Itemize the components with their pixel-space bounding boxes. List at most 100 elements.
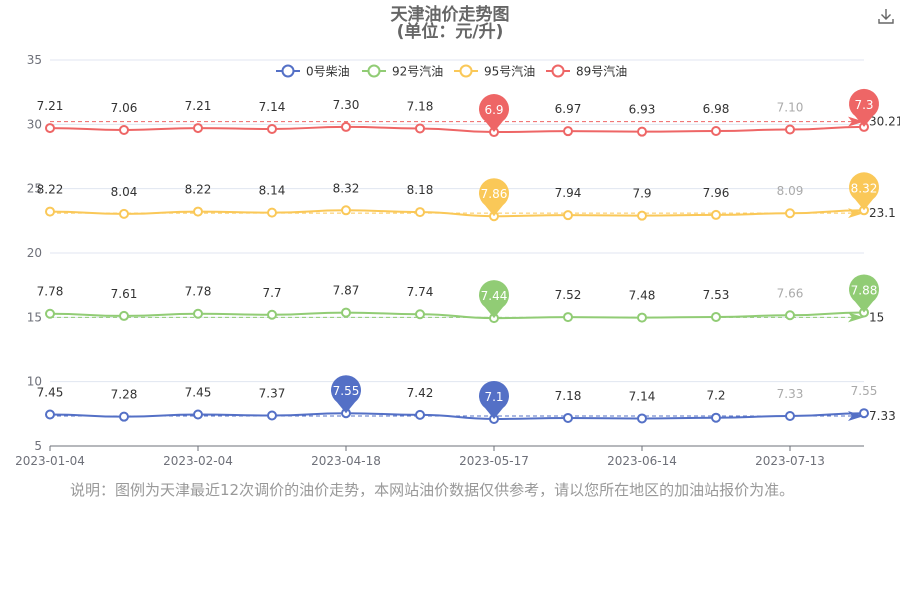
data-point[interactable] — [267, 309, 277, 320]
data-point[interactable] — [711, 209, 721, 220]
data-point[interactable] — [415, 123, 425, 134]
data-label: 8.14 — [259, 184, 286, 198]
data-point[interactable] — [119, 411, 129, 422]
data-label: 8.09 — [777, 184, 804, 198]
data-label: 8.22 — [185, 183, 212, 197]
y-tick-label: 15 — [27, 310, 42, 324]
data-point[interactable] — [785, 310, 795, 321]
max-pin — [849, 172, 879, 211]
data-label: 7.45 — [37, 385, 64, 399]
data-point[interactable] — [785, 208, 795, 219]
data-label: 7.66 — [777, 286, 804, 300]
data-label: 7.52 — [555, 288, 582, 302]
x-tick-label: 2023-02-04 — [163, 454, 233, 468]
data-point[interactable] — [563, 412, 573, 423]
legend-label[interactable]: 95号汽油 — [484, 64, 535, 79]
data-point[interactable] — [415, 309, 425, 320]
series-line — [49, 125, 865, 134]
data-point[interactable] — [193, 123, 203, 134]
min-pin-label: 7.44 — [481, 289, 508, 303]
data-label: 6.97 — [555, 102, 582, 116]
data-point[interactable] — [637, 312, 647, 323]
data-label: 7.78 — [37, 285, 64, 299]
data-point[interactable] — [341, 121, 351, 132]
data-label: 7.61 — [111, 287, 138, 301]
legend-label[interactable]: 0号柴油 — [306, 65, 350, 79]
y-tick-label: 20 — [27, 246, 42, 260]
data-point[interactable] — [341, 205, 351, 216]
data-point[interactable] — [785, 411, 795, 422]
data-label: 7.53 — [703, 288, 730, 302]
data-label: 7.10 — [777, 100, 804, 114]
data-point[interactable] — [45, 308, 55, 319]
legend-label[interactable]: 92号汽油 — [392, 64, 443, 79]
max-pin — [849, 274, 880, 313]
data-label: 7.55 — [851, 384, 878, 398]
min-pin — [479, 178, 510, 217]
legend-label[interactable]: 89号汽油 — [576, 64, 627, 79]
data-label: 7.7 — [262, 286, 281, 300]
data-point[interactable] — [119, 310, 129, 321]
max-pin-label: 8.32 — [851, 181, 878, 195]
data-point[interactable] — [711, 126, 721, 137]
data-label: 8.22 — [37, 183, 64, 197]
legend-marker[interactable] — [551, 64, 565, 78]
legend-marker[interactable] — [459, 64, 473, 78]
data-label: 7.28 — [111, 388, 138, 402]
data-point[interactable] — [415, 207, 425, 218]
data-point[interactable] — [45, 123, 55, 134]
average-label: 23.1 — [869, 206, 896, 220]
data-point[interactable] — [267, 207, 277, 218]
data-label: 7.42 — [407, 386, 434, 400]
data-point[interactable] — [193, 409, 203, 420]
data-label: 7.18 — [555, 389, 582, 403]
chart-subtitle: (单位：元/升) — [396, 22, 504, 42]
series-line — [49, 209, 865, 218]
data-point[interactable] — [267, 410, 277, 421]
data-label: 7.74 — [407, 285, 434, 299]
data-label: 7.96 — [703, 186, 730, 200]
data-label: 7.2 — [706, 389, 725, 403]
data-point[interactable] — [563, 210, 573, 221]
data-point[interactable] — [45, 409, 55, 420]
x-tick-label: 2023-05-17 — [459, 454, 529, 468]
data-point[interactable] — [119, 124, 129, 135]
data-point[interactable] — [193, 308, 203, 319]
data-point[interactable] — [45, 206, 55, 217]
data-point[interactable] — [785, 124, 795, 135]
data-point[interactable] — [119, 208, 129, 219]
x-tick-label: 2023-06-14 — [607, 454, 677, 468]
legend-marker[interactable] — [367, 64, 381, 78]
data-point[interactable] — [711, 412, 721, 423]
data-point[interactable] — [711, 311, 721, 322]
data-label: 8.18 — [407, 183, 434, 197]
data-label: 7.78 — [185, 285, 212, 299]
data-label: 7.18 — [407, 99, 434, 113]
chart-note: 说明：图例为天津最近12次调价的油价走势，本网站油价数据仅供参考，请以您所在地区… — [70, 481, 795, 499]
average-label: 30.21 — [869, 115, 900, 129]
data-label: 7.9 — [632, 187, 651, 201]
legend-marker[interactable] — [281, 64, 295, 78]
min-pin-label: 7.1 — [484, 390, 503, 404]
min-pin-label: 6.9 — [484, 103, 503, 117]
data-point[interactable] — [563, 312, 573, 323]
average-arrow — [848, 208, 864, 219]
download-icon[interactable] — [876, 6, 896, 26]
data-point[interactable] — [415, 409, 425, 420]
data-point[interactable] — [637, 210, 647, 221]
data-point[interactable] — [267, 123, 277, 134]
data-label: 7.87 — [333, 284, 360, 298]
data-label: 8.04 — [111, 185, 138, 199]
max-pin-label: 7.88 — [851, 283, 878, 297]
data-label: 7.48 — [629, 289, 656, 303]
data-label: 7.14 — [259, 100, 286, 114]
data-point[interactable] — [637, 126, 647, 137]
data-point[interactable] — [637, 413, 647, 424]
data-point[interactable] — [193, 206, 203, 217]
data-point[interactable] — [563, 126, 573, 137]
data-point[interactable] — [859, 408, 869, 419]
min-pin — [479, 380, 510, 419]
y-tick-label: 10 — [27, 375, 42, 389]
data-point[interactable] — [341, 307, 351, 318]
